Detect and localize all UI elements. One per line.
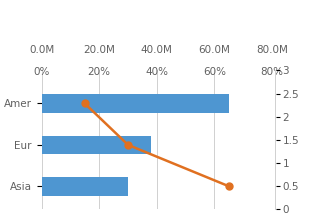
Bar — [42, 177, 128, 196]
Bar — [42, 136, 151, 154]
Bar — [42, 94, 229, 113]
